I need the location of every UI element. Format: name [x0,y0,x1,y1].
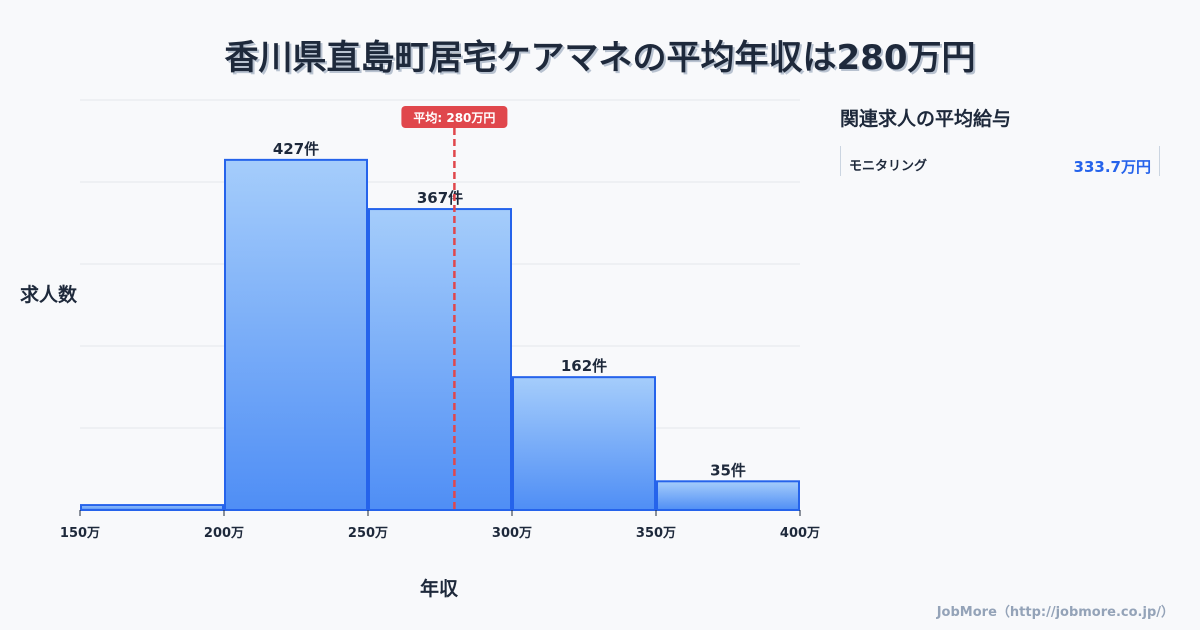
histogram-bar [656,480,800,511]
histogram-bar [368,208,512,511]
histogram-bar [224,158,368,512]
x-tick-label: 350万 [636,526,676,541]
histogram-bar [80,504,224,511]
bar-data-label: 35件 [710,461,746,479]
x-tick-label: 200万 [204,526,244,541]
x-tick-label: 400万 [780,526,820,541]
bar-data-label: 367件 [417,189,463,207]
bar-data-label: 162件 [561,357,607,375]
page-title: 香川県直島町居宅ケアマネの平均年収は280万円 [224,38,976,78]
x-tick-label: 300万 [492,526,532,541]
x-tick-label: 250万 [348,526,388,541]
bar-data-label: 427件 [273,140,319,158]
mean-badge [401,106,508,128]
sidebar-title: 関連求人の平均給与 [840,108,1012,130]
y-axis-label: 求人数 [20,284,78,306]
x-tick-label: 150万 [60,526,100,541]
footer-credit: JobMore（http://jobmore.co.jp/） [936,605,1174,620]
related-job-name: モニタリング [849,159,928,174]
related-job-salary: 333.7万円 [1073,158,1151,176]
related-job-item[interactable]: モニタリング 333.7万円 [840,146,1160,176]
histogram-bar [512,376,656,511]
x-axis-label: 年収 [420,578,459,600]
mean-label: 平均: 280万円 [413,110,495,125]
